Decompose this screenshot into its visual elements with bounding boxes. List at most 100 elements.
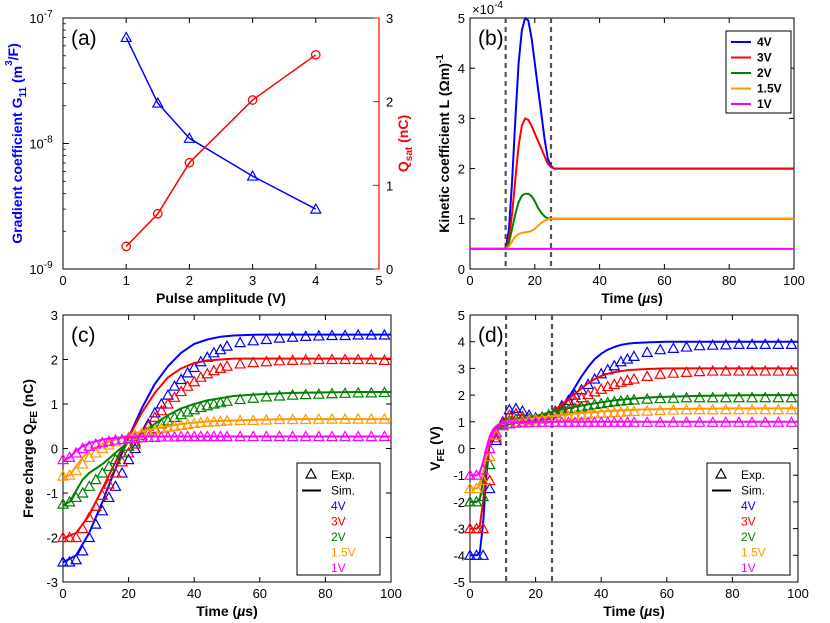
exp-point [719,338,732,350]
exp-point [83,480,96,491]
exp-point [260,413,273,425]
exp-point [56,469,70,481]
data-point [121,241,132,252]
exp-point [509,402,522,414]
exp-point [148,411,161,422]
exp-point [168,379,181,391]
legend-label: 2V [757,66,772,80]
exp-point [470,468,483,480]
plot-frame [62,17,380,270]
exp-point [654,368,667,379]
exp-point [214,415,227,426]
exp-point [503,417,516,429]
exp-point [483,482,496,494]
exp-point [746,391,759,403]
legend-label: 1.5V [331,546,356,560]
exp-point [365,412,378,424]
y-axis-label-right: Qsat (nC) [395,115,415,172]
legend-label: 2V [741,530,756,544]
exp-point [785,364,798,376]
y-tick-label: 0 [458,442,465,457]
exp-point [234,336,247,348]
exp-point [667,342,680,353]
exp-point [135,431,148,443]
exp-point [477,522,490,534]
exp-point [89,500,102,511]
exp-point [470,482,483,494]
exp-point [562,416,575,427]
exp-point [693,403,706,415]
exp-point [194,416,207,428]
y-tick-label: 3 [458,111,465,126]
exp-point [365,430,378,442]
exp-point [116,466,129,478]
x-tick-label: 20 [528,273,542,288]
exp-point [575,408,588,420]
exp-point [325,412,338,424]
exp-point [627,350,641,361]
exp-point [63,531,76,543]
exp-point [785,391,798,403]
exp-point [247,334,260,346]
exp-point [641,416,654,427]
exp-point [463,495,477,507]
exp-point [312,387,325,399]
y-axis-label: Free charge QFE (nC) [20,379,40,518]
exp-point [582,416,595,427]
y-tick-label: 2 [458,388,465,403]
exp-point [247,430,260,442]
exp-point [490,431,503,443]
exp-point [56,531,70,543]
exp-point [575,416,588,427]
x-tick-label: 40 [594,586,608,601]
exp-point [641,370,654,382]
x-tick-label: 100 [783,273,805,288]
exp-point [155,397,168,409]
exp-point [56,555,70,567]
legend-box [296,462,381,576]
x-tick-label: 80 [725,586,739,601]
exp-point [523,416,536,428]
exp-point [286,388,299,400]
exp-point [109,466,122,478]
exp-point [220,430,234,442]
exp-point [89,473,102,485]
exp-point [161,430,174,442]
exp-point [339,329,352,341]
exp-point [706,391,719,403]
exp-point [175,419,188,430]
exp-point [483,442,496,454]
y-tick-label: -4 [453,548,465,563]
exp-point [568,409,581,421]
exp-point [155,404,168,416]
exp-point [562,410,575,422]
exp-point [759,403,772,415]
exp-point [109,453,122,465]
data-point [183,132,196,143]
y-tick-label: 2 [458,162,465,177]
exp-point [719,403,732,415]
x-tick-label: 60 [660,586,674,601]
exp-point [516,415,529,426]
exp-point [680,403,693,415]
exp-point [785,403,798,415]
y-tick-label: 10-8 [29,135,53,152]
exp-point [680,416,693,427]
exp-point [122,453,135,465]
exp-point [365,353,378,365]
series-Qsat [125,54,317,247]
exp-point [608,416,621,427]
y-tick-label: -1 [453,468,465,483]
exp-point [378,430,391,442]
y-tick-label: -3 [453,522,465,537]
exp-point [477,474,490,486]
exp-point [516,416,529,428]
exp-point [654,416,667,427]
y-right-tick-label: 3 [386,11,393,26]
exp-point [463,549,477,560]
x-axis-label: Time (µs) [601,290,663,306]
exp-point [654,343,667,355]
exp-point [76,544,89,556]
exp-point [286,413,299,425]
exp-point [312,430,325,442]
